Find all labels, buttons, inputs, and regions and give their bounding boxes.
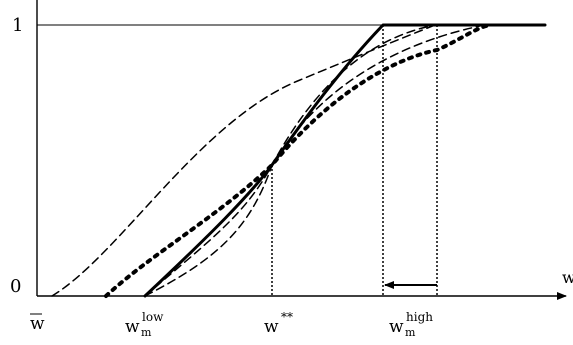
dashed-curve-c <box>144 24 486 297</box>
marker-wlow-sub: m <box>141 326 152 339</box>
dashed-curve-a <box>51 24 436 297</box>
marker-wstar: w ** <box>264 310 293 337</box>
marker-wstar-sup: ** <box>281 310 293 324</box>
x-axis-label: w <box>562 268 573 287</box>
marker-whigh: w high m <box>389 310 433 339</box>
marker-wbar: w <box>30 313 45 334</box>
y-tick-1: 1 <box>12 15 23 36</box>
solid-curve <box>143 23 547 298</box>
marker-whigh-base: w <box>389 317 404 337</box>
y-tick-0: 0 <box>10 276 21 297</box>
marker-wlow: w low m <box>125 310 164 339</box>
bold-dotted-curve <box>104 23 492 298</box>
marker-wlow-sup: low <box>142 310 164 324</box>
marker-whigh-sub: m <box>405 326 416 339</box>
marker-whigh-sup: high <box>406 310 433 324</box>
marker-wbar-base: w <box>30 314 45 334</box>
marker-wstar-base: w <box>264 317 279 337</box>
marker-wlow-base: w <box>125 317 140 337</box>
